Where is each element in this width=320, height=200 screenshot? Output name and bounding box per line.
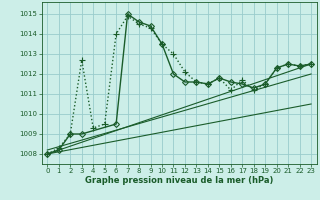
X-axis label: Graphe pression niveau de la mer (hPa): Graphe pression niveau de la mer (hPa) (85, 176, 273, 185)
